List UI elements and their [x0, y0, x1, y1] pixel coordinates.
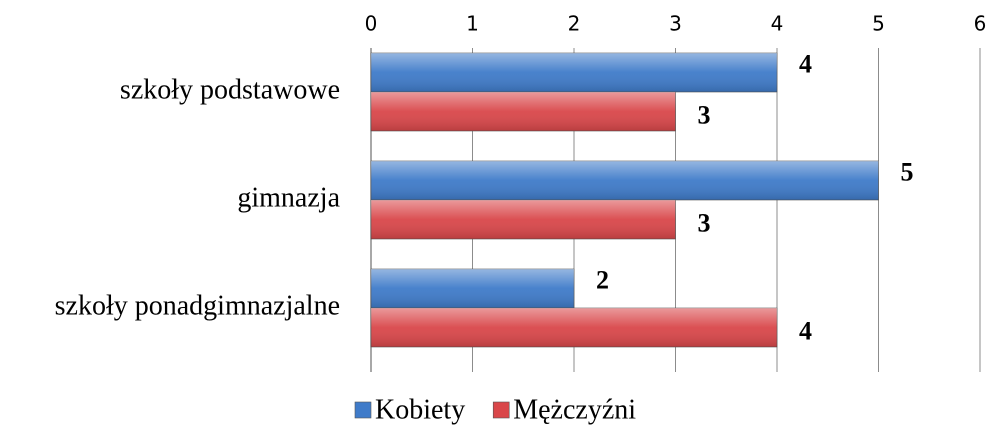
- x-tick-label: 1: [466, 12, 479, 36]
- x-tick-label: 3: [669, 12, 682, 36]
- legend-label: Kobiety: [375, 394, 465, 425]
- legend-label: Mężczyźni: [513, 394, 636, 425]
- category-label: gimnazja: [237, 182, 340, 213]
- category-label: szkoły podstawowe: [120, 74, 340, 105]
- legend-swatch: [492, 401, 510, 419]
- value-label: 3: [698, 100, 711, 129]
- x-tick-label: 5: [872, 12, 885, 36]
- value-label: 2: [596, 265, 609, 294]
- value-label: 3: [698, 208, 711, 237]
- x-tick-label: 2: [568, 12, 581, 36]
- x-tick-label: 0: [365, 12, 378, 36]
- bar-shine: [371, 269, 574, 308]
- x-tick-label: 6: [974, 12, 987, 36]
- value-label: 5: [901, 157, 914, 186]
- bar-shine: [371, 92, 676, 131]
- bar-shine: [371, 53, 777, 92]
- x-tick-label: 4: [771, 12, 784, 36]
- category-label: szkoły ponadgimnazjalne: [55, 290, 340, 321]
- bar-shine: [371, 308, 777, 347]
- bar-shine: [371, 161, 879, 200]
- legend-swatch: [354, 401, 372, 419]
- bar-shine: [371, 200, 676, 239]
- value-label: 4: [799, 49, 812, 78]
- value-label: 4: [799, 316, 812, 345]
